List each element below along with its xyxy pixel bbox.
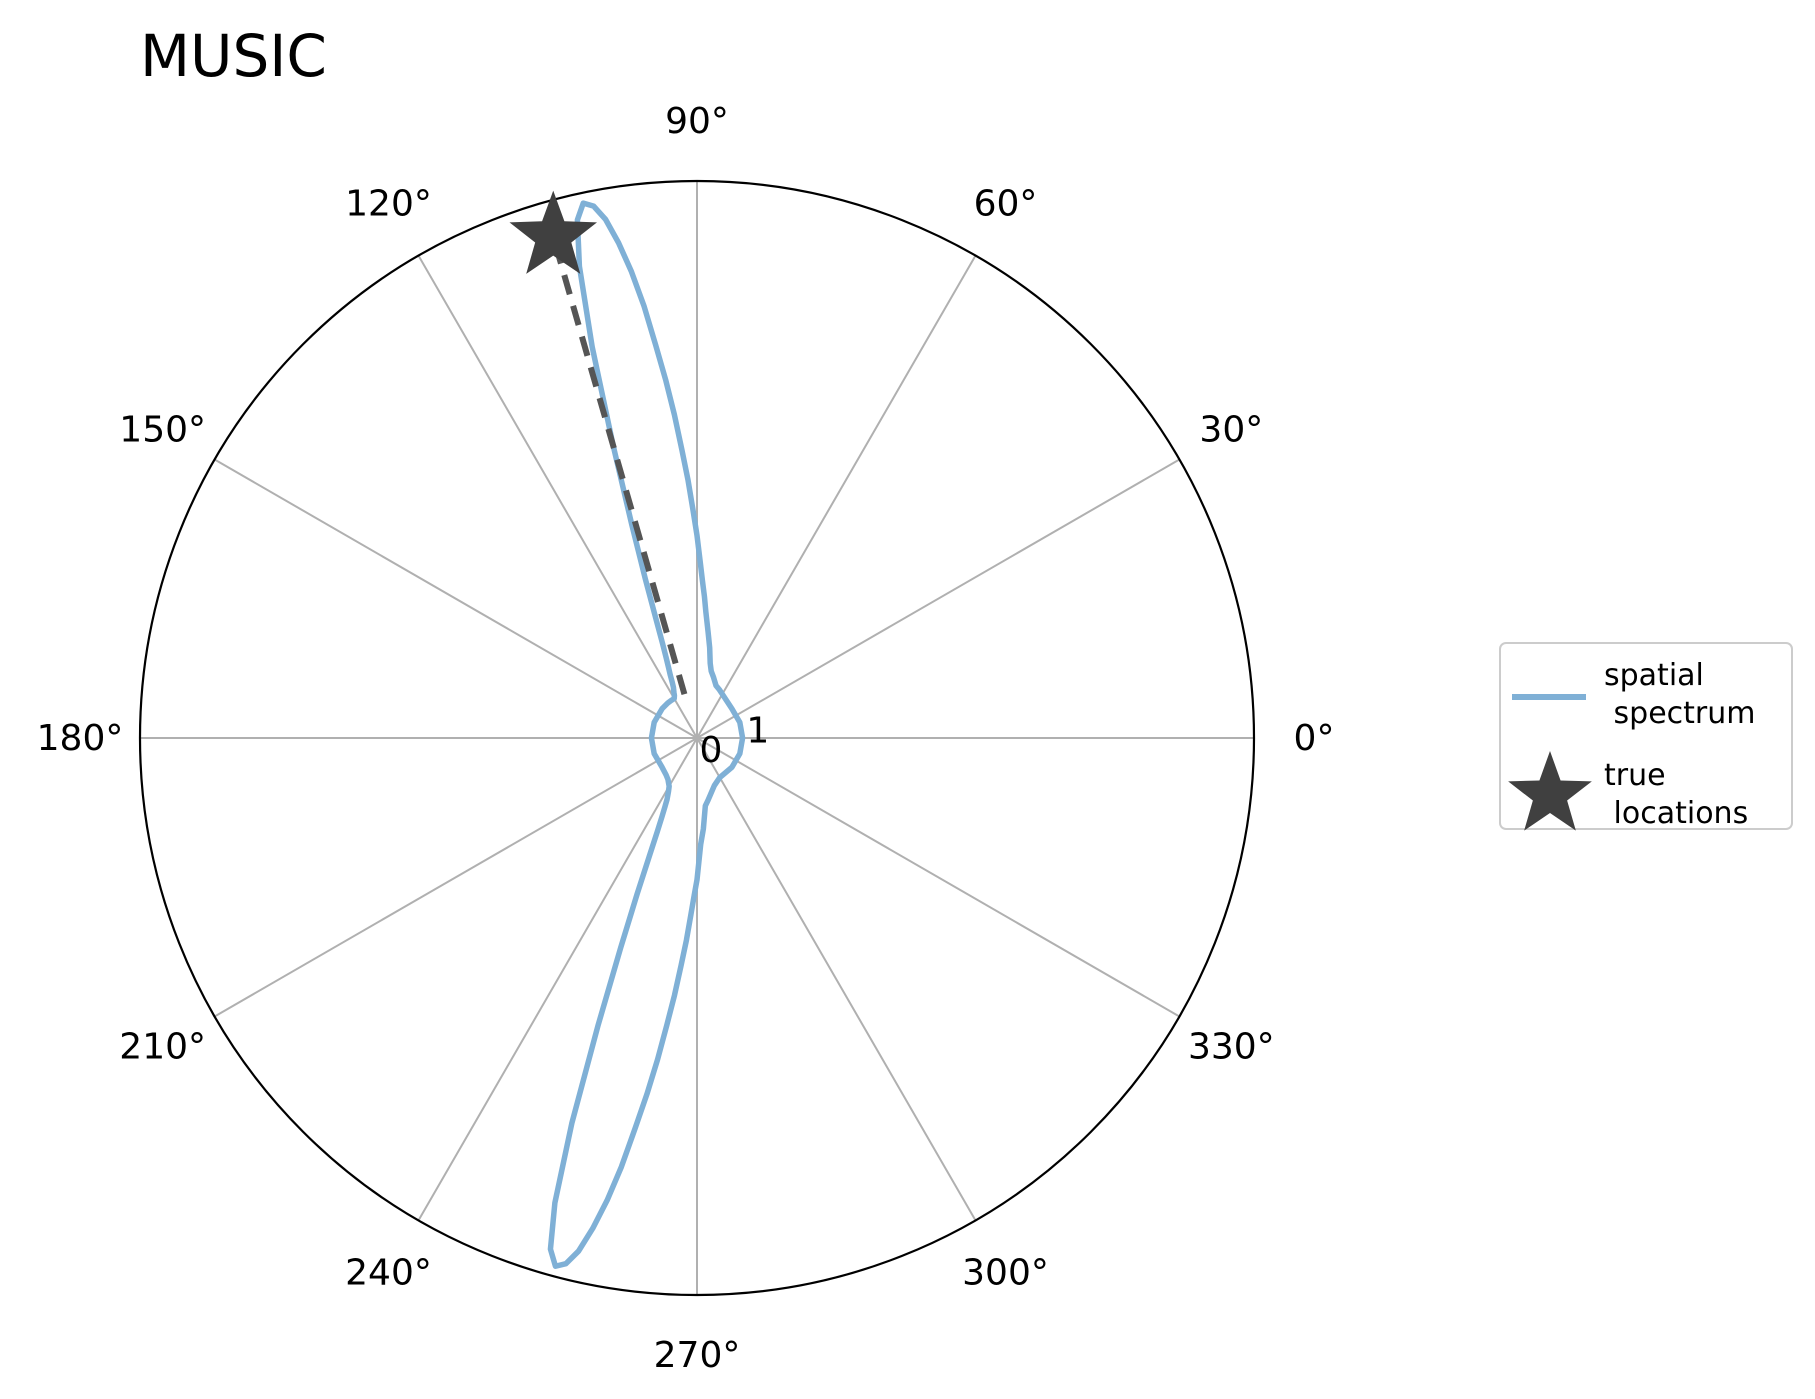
r-tick-label: 1 xyxy=(746,711,769,752)
series-layer xyxy=(509,190,746,1269)
theta-tick-label: 270° xyxy=(654,1335,741,1376)
grid-spoke xyxy=(214,737,698,1018)
r-tick-label: 0 xyxy=(700,730,723,771)
theta-tick-labels: 0° 30° 60° 90° 120° 150° 180° 210° 240° 270° 300° 3… xyxy=(37,101,1335,1376)
theta-tick-label: 90° xyxy=(665,101,729,142)
theta-tick-label: 180° xyxy=(37,718,124,759)
theta-tick-label: 120° xyxy=(345,184,432,225)
theta-tick-label: 150° xyxy=(119,410,206,451)
legend-star-swatch xyxy=(1508,751,1592,831)
grid-spoke xyxy=(417,255,698,739)
true-location-star xyxy=(509,190,597,274)
legend: spatial spectrum true locations xyxy=(1499,642,1793,831)
theta-tick-label: 210° xyxy=(119,1027,206,1068)
legend-label: locations xyxy=(1604,796,1748,831)
theta-tick-label: 60° xyxy=(974,184,1038,225)
grid-spoke xyxy=(696,255,977,739)
theta-tick-label: 0° xyxy=(1294,718,1335,759)
legend-label: spatial xyxy=(1604,658,1704,693)
spectrum-line xyxy=(547,200,746,1269)
theta-tick-label: 300° xyxy=(962,1252,1049,1293)
theta-tick-label: 240° xyxy=(345,1252,432,1293)
grid-spoke xyxy=(696,737,1180,1018)
grid xyxy=(140,181,1254,1295)
legend-label: spectrum xyxy=(1604,696,1756,731)
theta-tick-label: 330° xyxy=(1188,1027,1275,1068)
grid-spoke xyxy=(696,737,977,1221)
grid-spoke xyxy=(214,458,698,739)
grid-spoke xyxy=(696,458,1180,739)
true-location-line xyxy=(550,235,688,696)
legend-label: true xyxy=(1604,758,1666,793)
chart-title: MUSIC xyxy=(140,22,327,90)
grid-spoke xyxy=(417,737,698,1221)
theta-tick-label: 30° xyxy=(1199,410,1263,451)
polar-frame xyxy=(138,179,1256,1297)
